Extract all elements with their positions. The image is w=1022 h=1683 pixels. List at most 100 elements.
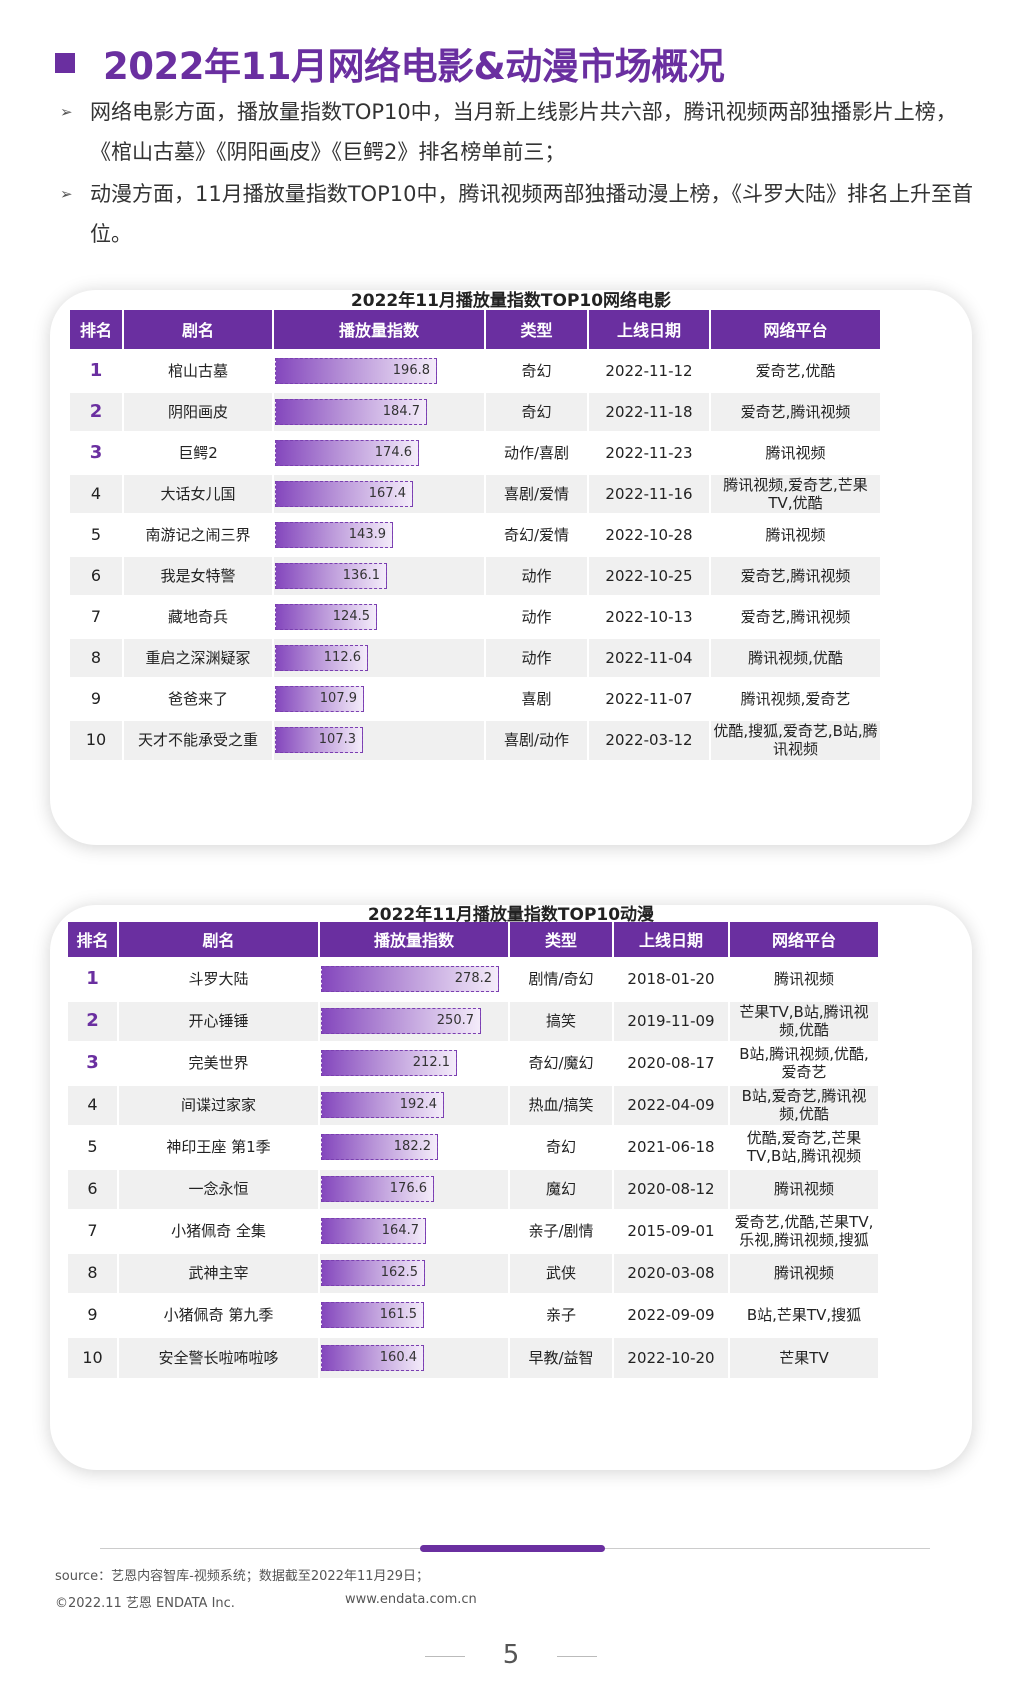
rank-cell: 7 xyxy=(68,1208,119,1252)
anime-table-title: 2022年11月播放量指数TOP10动漫 xyxy=(367,905,655,925)
table-row: 4 大话女儿国 167.4 喜剧/爱情 2022-11-16 腾讯视频,爱奇艺,芒果TV,… xyxy=(70,471,880,514)
column-header: 排名 xyxy=(70,310,124,350)
title-cell: 安全警长啦咘啦哆 xyxy=(118,1334,320,1378)
index-value: 162.5 xyxy=(380,1265,418,1280)
index-bar: 196.8 xyxy=(275,357,437,384)
index-bar: 192.4 xyxy=(321,1092,444,1118)
release-date-cell: 2022-11-07 xyxy=(588,676,711,719)
table-header-row: 排名 剧名 播放量指数 类型 上线日期 网络平台 xyxy=(70,310,880,350)
platform-cell: 优酷,搜狐,爱奇艺,B站,腾讯视频 xyxy=(710,717,880,760)
index-bar: 167.4 xyxy=(275,480,413,507)
genre-cell: 奇幻 xyxy=(485,389,589,432)
platform-cell: 腾讯视频 xyxy=(710,430,880,473)
source-note: source：艺恩内容智库-视频系统；数据截至2022年11月29日； xyxy=(55,1569,430,1584)
title-cell: 大话女儿国 xyxy=(123,471,274,514)
rank-cell: 2 xyxy=(70,389,124,432)
table-row: 9 小猪佩奇 第九季 161.5 亲子 2022-09-09 B站,芒果TV,搜狐 xyxy=(68,1292,878,1336)
release-date-cell: 2015-09-01 xyxy=(613,1208,730,1252)
index-value: 212.1 xyxy=(412,1055,450,1070)
platform-cell: B站,爱奇艺,腾讯视频,优酷 xyxy=(729,1082,878,1126)
platform-cell: 芒果TV xyxy=(729,1334,878,1378)
index-value: 174.6 xyxy=(374,444,412,460)
index-value: 124.5 xyxy=(332,608,370,624)
column-header: 上线日期 xyxy=(613,922,730,958)
movie-table-card: 2022年11月播放量指数TOP10网络电影 排名 剧名 播放量指数 类型 上线日期 网络… xyxy=(50,290,972,845)
title-cell: 重启之深渊疑冢 xyxy=(123,635,274,678)
platform-cell: 腾讯视频,爱奇艺,芒果TV,优酷 xyxy=(710,471,880,514)
index-cell: 124.5 xyxy=(273,594,486,637)
genre-cell: 奇幻 xyxy=(485,348,589,391)
index-cell: 107.9 xyxy=(273,676,486,719)
page-number-line-right xyxy=(557,1656,597,1657)
column-header: 类型 xyxy=(485,310,589,350)
page-number: 5 xyxy=(502,1640,520,1670)
table-row: 10 安全警长啦咘啦哆 160.4 早教/益智 2022-10-20 芒果TV xyxy=(68,1334,878,1378)
movie-table-title: 2022年11月播放量指数TOP10网络电影 xyxy=(350,291,672,311)
index-cell: 162.5 xyxy=(319,1250,510,1294)
release-date-cell: 2022-04-09 xyxy=(613,1082,730,1126)
footer-accent-bar xyxy=(420,1545,605,1552)
table-row: 9 爸爸来了 107.9 喜剧 2022-11-07 腾讯视频,爱奇艺 xyxy=(70,676,880,719)
column-header: 上线日期 xyxy=(588,310,711,350)
index-cell: 174.6 xyxy=(273,430,486,473)
title-cell: 爸爸来了 xyxy=(123,676,274,719)
website-link[interactable]: www.endata.com.cn xyxy=(345,1592,477,1607)
table-row: 5 南游记之闹三界 143.9 奇幻/爱情 2022-10-28 腾讯视频 xyxy=(70,512,880,555)
table-row: 1 棺山古墓 196.8 奇幻 2022-11-12 爱奇艺,优酷 xyxy=(70,348,880,391)
table-row: 3 巨鳄2 174.6 动作/喜剧 2022-11-23 腾讯视频 xyxy=(70,430,880,473)
index-bar: 160.4 xyxy=(321,1344,424,1371)
title-cell: 间谍过家家 xyxy=(118,1082,320,1126)
release-date-cell: 2022-11-18 xyxy=(588,389,711,432)
index-cell: 143.9 xyxy=(273,512,486,555)
rank-cell: 6 xyxy=(70,553,124,596)
genre-cell: 动作/喜剧 xyxy=(485,430,589,473)
index-value: 161.5 xyxy=(379,1307,417,1322)
platform-cell: 芒果TV,B站,腾讯视频,优酷 xyxy=(729,998,878,1042)
index-bar: 161.5 xyxy=(321,1302,424,1328)
release-date-cell: 2022-10-13 xyxy=(588,594,711,637)
index-value: 136.1 xyxy=(342,567,380,583)
title-cell: 武神主宰 xyxy=(118,1250,320,1294)
index-bar: 212.1 xyxy=(321,1050,457,1076)
table-row: 3 完美世界 212.1 奇幻/魔幻 2020-08-17 B站,腾讯视频,优酷,爱奇艺 xyxy=(68,1040,878,1084)
arrow-right-icon: ➢ xyxy=(60,103,73,121)
index-value: 143.9 xyxy=(348,526,386,542)
index-cell: 160.4 xyxy=(319,1334,510,1378)
genre-cell: 喜剧/动作 xyxy=(485,717,589,760)
table-row: 8 重启之深渊疑冢 112.6 动作 2022-11-04 腾讯视频,优酷 xyxy=(70,635,880,678)
table-row: 4 间谍过家家 192.4 热血/搞笑 2022-04-09 B站,爱奇艺,腾讯视频,优酷 xyxy=(68,1082,878,1126)
column-header: 播放量指数 xyxy=(273,310,486,350)
index-bar: 136.1 xyxy=(275,562,387,589)
genre-cell: 搞笑 xyxy=(509,998,614,1042)
page-header: 2022年11月网络电影&动漫市场概况 xyxy=(55,36,725,90)
movie-ranking-table: 排名 剧名 播放量指数 类型 上线日期 网络平台 1 棺山古墓 196.8 奇幻 2022-11-… xyxy=(70,310,880,760)
table-row: 7 藏地奇兵 124.5 动作 2022-10-13 爱奇艺,腾讯视频 xyxy=(70,594,880,637)
bullet-item: ➢ 动漫方面，11月播放量指数TOP10中，腾讯视频两部独播动漫上榜，《斗罗大陆… xyxy=(60,174,975,254)
release-date-cell: 2020-03-08 xyxy=(613,1250,730,1294)
title-cell: 阴阳画皮 xyxy=(123,389,274,432)
summary-bullets: ➢ 网络电影方面，播放量指数TOP10中，当月新上线影片共六部，腾讯视频两部独播… xyxy=(60,92,975,256)
genre-cell: 早教/益智 xyxy=(509,1334,614,1378)
index-cell: 184.7 xyxy=(273,389,486,432)
title-cell: 巨鳄2 xyxy=(123,430,274,473)
title-cell: 小猪佩奇 第九季 xyxy=(118,1292,320,1336)
genre-cell: 动作 xyxy=(485,553,589,596)
release-date-cell: 2022-03-12 xyxy=(588,717,711,760)
table-row: 5 神印王座 第1季 182.2 奇幻 2021-06-18 优酷,爱奇艺,芒果TV,B站… xyxy=(68,1124,878,1168)
index-value: 164.7 xyxy=(381,1223,419,1238)
table-row: 6 我是女特警 136.1 动作 2022-10-25 爱奇艺,腾讯视频 xyxy=(70,553,880,596)
column-header: 网络平台 xyxy=(710,310,880,350)
rank-cell: 2 xyxy=(68,998,119,1042)
index-cell: 161.5 xyxy=(319,1292,510,1336)
title-cell: 南游记之闹三界 xyxy=(123,512,274,555)
index-cell: 164.7 xyxy=(319,1208,510,1252)
genre-cell: 动作 xyxy=(485,594,589,637)
index-cell: 192.4 xyxy=(319,1082,510,1126)
genre-cell: 魔幻 xyxy=(509,1166,614,1210)
genre-cell: 奇幻/爱情 xyxy=(485,512,589,555)
index-bar: 174.6 xyxy=(275,439,419,466)
bullet-text: 网络电影方面，播放量指数TOP10中，当月新上线影片共六部，腾讯视频两部独播影片… xyxy=(90,100,957,164)
table-row: 1 斗罗大陆 278.2 剧情/奇幻 2018-01-20 腾讯视频 xyxy=(68,956,878,1000)
genre-cell: 奇幻 xyxy=(509,1124,614,1168)
release-date-cell: 2022-11-04 xyxy=(588,635,711,678)
